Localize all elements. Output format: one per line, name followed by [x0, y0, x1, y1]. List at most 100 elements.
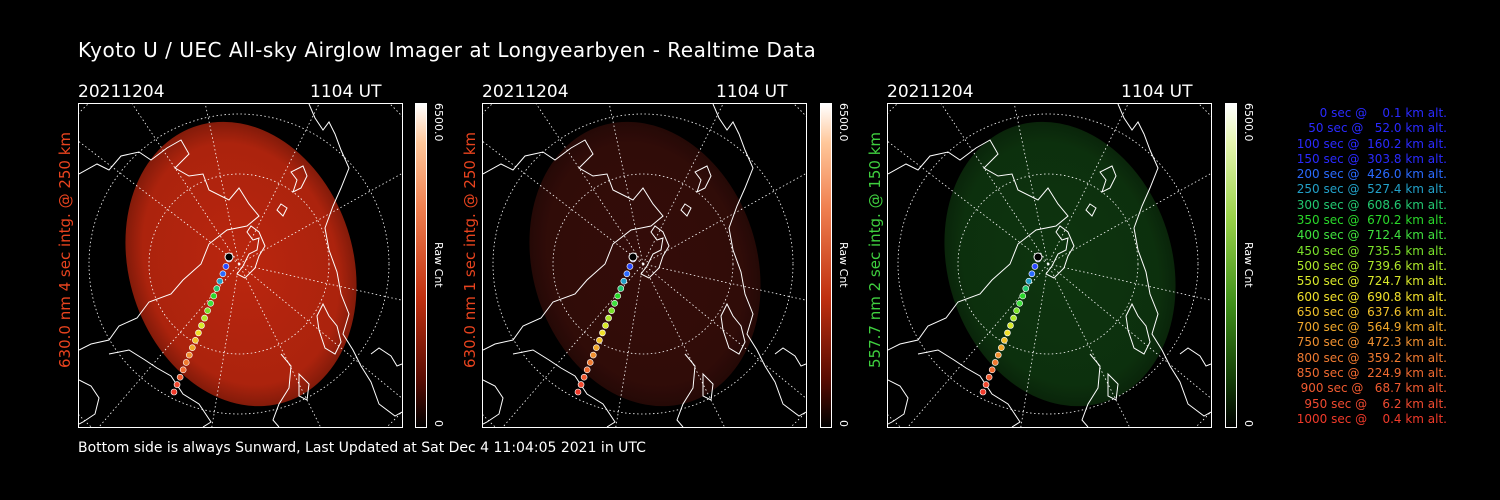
trajectory-legend: 0 sec @ 0.1 km alt. 50 sec @ 52.0 km alt…	[1262, 106, 1447, 427]
panel-2-colorbar-min: 0	[837, 420, 850, 427]
trajectory-point	[593, 344, 600, 351]
panel-2-side-label: 630.0 nm 1 sec intg. @ 250 km	[461, 131, 479, 368]
trajectory-point	[216, 277, 224, 285]
trajectory-point	[626, 263, 634, 270]
panel-2-colorbar	[820, 103, 832, 428]
lat-lon-grid	[483, 104, 806, 427]
trajectory-point	[1013, 307, 1020, 315]
panel-1-colorbar-max: 6500.0	[432, 103, 445, 142]
trajectory-point	[577, 381, 585, 388]
trajectory-point	[204, 307, 211, 315]
airglow-disk	[944, 121, 1176, 407]
trajectory-track	[574, 252, 638, 396]
legend-entry: 350 sec @ 670.2 km alt.	[1292, 213, 1447, 228]
trajectory-point	[207, 300, 214, 307]
trajectory-point	[614, 292, 622, 300]
panel-3-colorbar-min: 0	[1242, 420, 1255, 427]
page-title: Kyoto U / UEC All-sky Airglow Imager at …	[78, 38, 817, 62]
trajectory-point	[1022, 285, 1030, 292]
trajectory-point	[611, 300, 618, 307]
trajectory-point	[1019, 292, 1027, 300]
trajectory-point	[596, 336, 603, 344]
coastlines	[79, 104, 402, 427]
panel-2-allsky-image	[482, 103, 807, 428]
legend-entry: 650 sec @ 637.6 km alt.	[1292, 304, 1447, 319]
panel-1-time: 1104 UT	[310, 82, 382, 102]
coastlines	[483, 104, 806, 427]
trajectory-point	[574, 388, 582, 396]
trajectory-point	[185, 351, 193, 359]
trajectory-point	[1007, 322, 1014, 329]
trajectory-point	[182, 359, 190, 366]
lat-lon-grid	[79, 104, 402, 427]
legend-entry: 800 sec @ 359.2 km alt.	[1292, 350, 1447, 365]
legend-entry: 600 sec @ 690.8 km alt.	[1292, 289, 1447, 304]
trajectory-start-point	[1033, 252, 1043, 262]
legend-entry: 50 sec @ 52.0 km alt.	[1300, 121, 1447, 136]
panel-3-side-label: 557.7 nm 2 sec intg. @ 150 km	[866, 131, 884, 368]
trajectory-point	[1025, 277, 1033, 285]
trajectory-point	[620, 277, 628, 285]
trajectory-point	[599, 329, 606, 337]
trajectory-point	[988, 366, 996, 374]
legend-entry: 1000 sec @ 0.4 km alt.	[1296, 411, 1447, 426]
trajectory-point	[985, 373, 993, 381]
trajectory-point	[173, 381, 181, 388]
trajectory-point	[176, 373, 184, 381]
trajectory-point	[583, 366, 591, 374]
legend-entry: 700 sec @ 564.9 km alt.	[1292, 320, 1447, 335]
trajectory-point	[623, 270, 631, 278]
trajectory-point	[979, 388, 987, 396]
trajectory-point	[201, 314, 208, 322]
panel-1-allsky-image	[78, 103, 403, 428]
trajectory-point	[222, 263, 230, 270]
legend-entry: 300 sec @ 608.6 km alt.	[1292, 197, 1447, 212]
legend-entry: 850 sec @ 224.9 km alt.	[1292, 366, 1447, 381]
trajectory-point	[198, 322, 205, 329]
trajectory-point	[192, 336, 199, 344]
trajectory-point	[1016, 300, 1023, 307]
trajectory-point	[998, 344, 1005, 351]
trajectory-point	[170, 388, 178, 396]
legend-entry: 550 sec @ 724.7 km alt.	[1292, 274, 1447, 289]
trajectory-point	[1031, 263, 1039, 270]
lat-lon-grid	[888, 104, 1211, 427]
legend-entry: 950 sec @ 6.2 km alt.	[1300, 396, 1447, 411]
trajectory-point	[605, 314, 612, 322]
legend-entry: 100 sec @ 160.2 km alt.	[1292, 136, 1447, 151]
trajectory-point	[210, 292, 218, 300]
trajectory-point	[1001, 336, 1008, 344]
trajectory-point	[1028, 270, 1036, 278]
trajectory-point	[589, 351, 597, 359]
legend-entry: 500 sec @ 739.6 km alt.	[1292, 258, 1447, 273]
trajectory-track	[979, 252, 1043, 396]
legend-entry: 400 sec @ 712.4 km alt.	[1292, 228, 1447, 243]
trajectory-point	[608, 307, 615, 315]
panel-3-allsky-image	[887, 103, 1212, 428]
legend-entry: 0 sec @ 0.1 km alt.	[1308, 106, 1447, 120]
trajectory-point	[1010, 314, 1017, 322]
trajectory-start-point	[628, 252, 638, 262]
legend-entry: 150 sec @ 303.8 km alt.	[1292, 151, 1447, 166]
footer-note: Bottom side is always Sunward, Last Upda…	[78, 440, 646, 456]
coastlines	[888, 104, 1211, 427]
trajectory-point	[994, 351, 1002, 359]
panel-2-colorbar-label: Raw Cnt	[837, 242, 850, 288]
trajectory-point	[1004, 329, 1011, 337]
panel-3-time: 1104 UT	[1121, 82, 1193, 102]
trajectory-point	[586, 359, 594, 366]
trajectory-point	[617, 285, 625, 292]
legend-entry: 450 sec @ 735.5 km alt.	[1292, 243, 1447, 258]
panel-3-colorbar-label: Raw Cnt	[1242, 242, 1255, 288]
legend-entry: 750 sec @ 472.3 km alt.	[1292, 335, 1447, 350]
panel-1-colorbar	[415, 103, 427, 428]
trajectory-point	[219, 270, 227, 278]
legend-entry: 250 sec @ 527.4 km alt.	[1292, 182, 1447, 197]
trajectory-point	[982, 381, 990, 388]
panel-2-time: 1104 UT	[716, 82, 788, 102]
panel-3-date: 20211204	[887, 82, 974, 102]
trajectory-point	[179, 366, 187, 374]
panel-1-colorbar-min: 0	[432, 420, 445, 427]
panel-3-colorbar-max: 6500.0	[1242, 103, 1255, 142]
trajectory-point	[195, 329, 202, 337]
